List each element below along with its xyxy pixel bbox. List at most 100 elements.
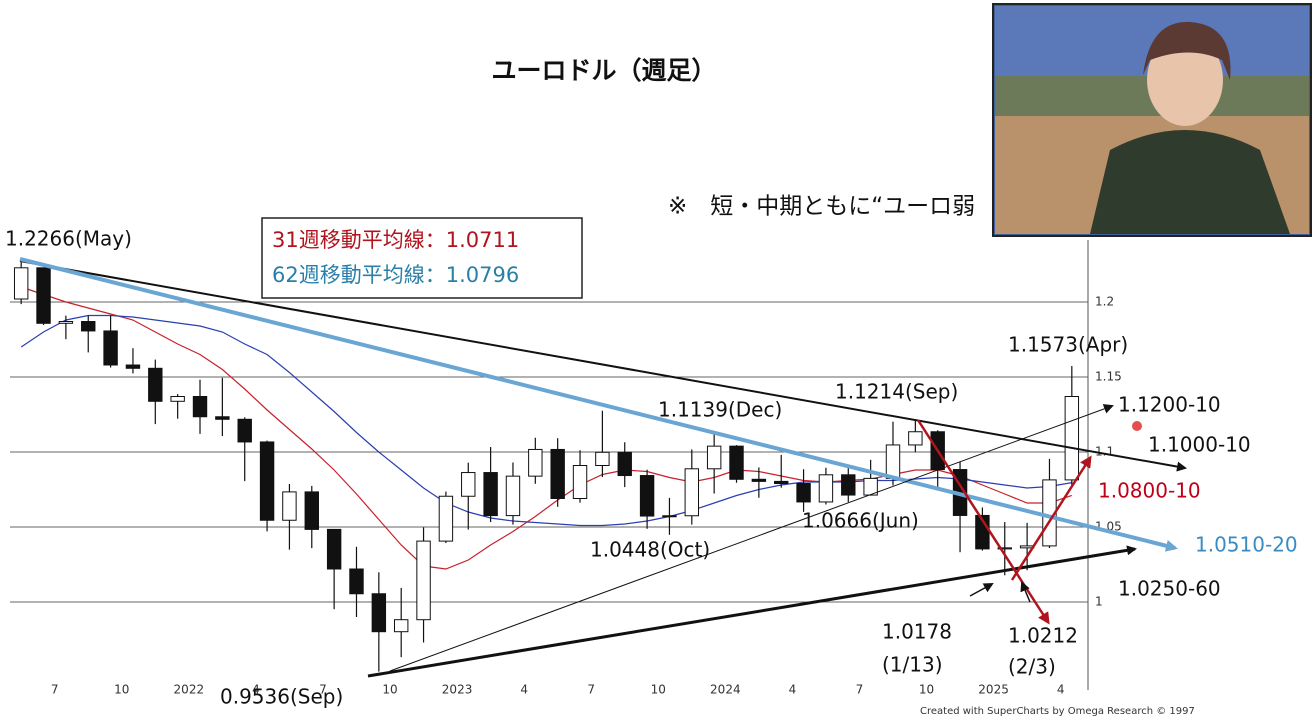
candle: [684, 449, 700, 525]
annotation: 1.1139(Dec): [658, 398, 782, 422]
candle: [461, 462, 476, 530]
cursor: [1132, 421, 1142, 431]
candle: [1064, 366, 1080, 486]
annotation: 0.9536(Sep): [220, 685, 343, 709]
candle-body: [438, 495, 454, 542]
candle: [192, 379, 208, 434]
candle: [572, 450, 588, 503]
x-tick-label: 7: [587, 683, 595, 697]
y-tick-label: 1.2: [1095, 295, 1114, 309]
annotation: 1.0250-60: [1118, 577, 1221, 601]
candle-body: [483, 472, 498, 517]
x-tick-label: 4: [1057, 683, 1065, 697]
x-tick-label: 10: [114, 683, 129, 697]
candle-body: [237, 418, 252, 443]
candle: [528, 437, 543, 484]
candle-body: [997, 547, 1012, 550]
legend: 31週移動平均線：1.0711 62週移動平均線：1.0796: [272, 228, 519, 287]
annotation: 1.1573(Apr): [1008, 333, 1128, 357]
candle-body: [326, 528, 342, 570]
candle-body: [215, 416, 230, 420]
candle: [908, 419, 923, 453]
annotation: 1.1200-10: [1118, 393, 1221, 417]
annotation: 1.0800-10: [1098, 479, 1201, 503]
x-tick-label: 10: [382, 683, 397, 697]
annotation: 1.2266(May): [5, 227, 132, 251]
candle: [416, 527, 431, 643]
grid: 11.051.11.151.27 10 2022 4 7 10 2023 4 7 10 2024 4 7…: [10, 295, 1122, 697]
candle-body: [729, 445, 744, 480]
x-tick-label: 10: [651, 683, 666, 697]
candle: [796, 469, 811, 512]
candle-body: [528, 448, 543, 477]
candle: [885, 421, 901, 486]
candle-body: [393, 619, 409, 633]
video-person-hair: [1143, 21, 1231, 80]
candle: [259, 440, 275, 532]
x-tick-label: 4: [789, 683, 797, 697]
candle: [125, 348, 141, 374]
candle: [818, 467, 834, 505]
candle-body: [81, 321, 96, 332]
trend-line: [19, 257, 1178, 552]
candles: [13, 262, 1080, 672]
footer: Created with SuperCharts by Omega Resear…: [920, 706, 1195, 717]
candle: [103, 315, 118, 368]
candle: [483, 447, 498, 523]
candle-body: [595, 451, 610, 466]
candle-body: [125, 364, 141, 369]
candle-body: [617, 451, 632, 477]
candle-body: [751, 478, 767, 482]
trend-line: [389, 404, 1114, 672]
y-tick-label: 1.1: [1095, 445, 1114, 459]
candle-body: [550, 448, 565, 500]
candle: [81, 315, 96, 353]
x-tick-label: 2022: [174, 683, 205, 697]
arrow: [1020, 581, 1031, 603]
y-tick-label: 1.15: [1095, 370, 1122, 384]
candle-body: [818, 474, 834, 503]
candle: [774, 454, 789, 488]
candle-body: [461, 472, 476, 497]
candle: [505, 462, 521, 525]
webcam-overlay: [992, 3, 1312, 237]
x-tick-label: 4: [252, 683, 260, 697]
candle-body: [371, 593, 387, 633]
x-tick-label: 2023: [442, 683, 473, 697]
candle: [371, 572, 387, 672]
candle: [639, 469, 655, 529]
candle: [1042, 458, 1057, 548]
candle-body: [58, 321, 74, 324]
video-person-face: [1147, 34, 1223, 126]
candle: [148, 359, 163, 425]
candle-body: [416, 540, 431, 621]
x-tick-label: 2024: [710, 683, 741, 697]
arrow: [1010, 455, 1092, 581]
candle-body: [684, 468, 700, 517]
candle: [997, 522, 1012, 576]
candle-body: [841, 474, 856, 496]
x-tick-label: 10: [919, 683, 934, 697]
legend-entry: 31週移動平均線：1.0711: [272, 228, 519, 252]
y-tick-label: 1: [1095, 595, 1103, 609]
candle-body: [1064, 396, 1080, 481]
candle: [438, 491, 454, 544]
candle-body: [349, 568, 364, 595]
candle-body: [572, 465, 588, 499]
candle-body: [774, 480, 789, 484]
x-tick-label: 7: [319, 683, 327, 697]
candle-body: [282, 491, 297, 521]
annotation: 1.1000-10: [1148, 433, 1251, 457]
candle-body: [13, 267, 29, 300]
arrow: [969, 583, 994, 597]
x-tick-label: 7: [51, 683, 59, 697]
candle-body: [885, 444, 901, 479]
annotation: 1.1214(Sep): [835, 380, 958, 404]
annotations: 1.2266(May) 0.9536(Sep) 1.1139(Dec) 1.1214(…: [5, 227, 1298, 709]
candle-body: [36, 267, 51, 324]
candle-body: [706, 445, 722, 470]
candle: [58, 315, 74, 340]
legend-entry: 62週移動平均線：1.0796: [272, 263, 519, 287]
candle: [36, 267, 51, 325]
